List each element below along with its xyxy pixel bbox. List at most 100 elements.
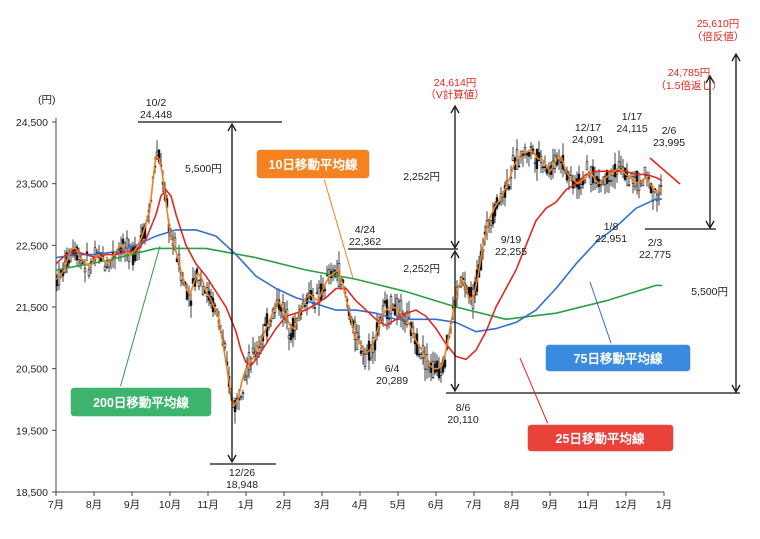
ann-feb6-value: 23,995	[653, 137, 685, 149]
label-ma75: 75日移動平均線	[544, 343, 692, 373]
candle-body	[313, 307, 317, 309]
candle-body	[607, 180, 611, 182]
candle-body	[619, 166, 623, 169]
candle-body	[103, 266, 107, 272]
ann-dec26-date: 12/26	[229, 467, 255, 479]
candle-body	[407, 312, 411, 318]
candle-body	[359, 350, 363, 354]
ann-jan17-value: 24,115	[616, 123, 647, 135]
candle-body	[579, 184, 583, 188]
ann-sep19-value: 22,255	[495, 246, 527, 258]
candle-body	[543, 166, 547, 169]
ann-oct2-value: 24,448	[140, 109, 172, 121]
candle-body	[439, 372, 443, 376]
x-tick-label: 1月	[656, 499, 672, 511]
candle-body	[303, 305, 307, 307]
candle-body	[197, 280, 201, 287]
candle-body	[155, 151, 159, 156]
candle-body	[471, 288, 475, 310]
candle-body	[269, 320, 273, 323]
candle-body	[533, 162, 537, 165]
ann-jan8-date: 1/8	[604, 221, 619, 233]
candle-body	[417, 353, 421, 356]
candle-body	[323, 289, 327, 291]
candle-body	[239, 396, 243, 398]
ann-v-target-note: （V計算値）	[425, 88, 485, 101]
x-tick-label: 9月	[124, 499, 140, 511]
candle-body	[89, 261, 93, 263]
ann-dec26-value: 18,948	[226, 479, 258, 491]
candle-body	[647, 177, 651, 179]
candle-body	[391, 309, 395, 311]
candle-body	[617, 161, 621, 168]
candle-body	[395, 297, 399, 317]
candle-body	[403, 321, 407, 324]
ann-sep19-date: 9/19	[501, 234, 522, 246]
candle-body	[559, 161, 563, 164]
candle-body	[287, 335, 291, 339]
x-tick-label: 12月	[615, 499, 637, 511]
x-tick-label: 11月	[577, 499, 598, 511]
svg-text:75日移動平均線: 75日移動平均線	[574, 351, 663, 366]
label-ma10: 10日移動平均線	[255, 148, 371, 180]
y-tick-label: 24,500	[16, 117, 48, 129]
annotation-lines	[138, 52, 741, 465]
x-tick-label: 8月	[86, 499, 102, 511]
candle-body	[609, 179, 613, 182]
x-tick-label: 6月	[428, 499, 444, 511]
candle-body	[443, 359, 447, 368]
candle-body	[201, 286, 205, 295]
candle-body	[259, 343, 263, 348]
candle-body	[263, 323, 267, 327]
candle-body	[243, 376, 247, 381]
svg-text:10日移動平均線: 10日移動平均線	[269, 157, 358, 172]
candle-body	[361, 350, 365, 354]
candle-body	[105, 265, 109, 268]
y-unit-label: (円)	[38, 94, 56, 106]
candle-body	[241, 392, 245, 394]
candle-body	[389, 296, 393, 315]
ann-dec17-value: 24,091	[572, 134, 604, 146]
y-tick-label: 20,500	[16, 364, 48, 376]
y-tick-label: 21,500	[16, 302, 48, 314]
ann-jan8-value: 22,951	[595, 233, 627, 245]
candle-body	[363, 353, 367, 367]
candle-body	[589, 166, 593, 185]
x-tick-label: 7月	[48, 499, 64, 511]
candle-body	[507, 186, 511, 190]
candle-body	[649, 183, 653, 194]
annotations: 10/2 24,448 5,500円 12/26 18,948 4/24 22,…	[140, 18, 744, 491]
candle-body	[493, 204, 497, 217]
ann-apr24-date: 4/24	[355, 224, 376, 236]
svg-text:25日移動平均線: 25日移動平均線	[556, 431, 645, 446]
ann-v-bottom: 2,252円	[403, 263, 440, 275]
candle-body	[655, 194, 659, 202]
y-tick-label: 22,500	[16, 240, 48, 252]
ma-line-0	[55, 148, 663, 407]
ann-return-note: （1.5倍返し）	[655, 79, 722, 92]
ann-dec17-date: 12/17	[575, 122, 601, 134]
ann-hanpuku-value: 25,610円	[697, 18, 740, 30]
ann-jun4-date: 6/4	[385, 363, 400, 375]
candle-body	[357, 335, 361, 338]
candle-body	[419, 354, 423, 360]
ann-jun4-value: 20,289	[376, 375, 408, 387]
label-ma200: 200日移動平均線	[69, 386, 213, 418]
red-trend-arrow	[649, 157, 681, 185]
candle-body	[383, 300, 387, 304]
candle-body	[251, 347, 255, 353]
x-tick-label: 2月	[276, 499, 292, 511]
ann-aug6-date: 8/6	[456, 402, 471, 414]
candle-body	[585, 161, 589, 171]
candle-body	[615, 170, 619, 175]
ann-feb6-date: 2/6	[662, 125, 677, 137]
candle-body	[85, 251, 89, 255]
candle-body	[489, 220, 493, 226]
candle-body	[95, 251, 99, 254]
ann-v-top: 2,252円	[403, 171, 440, 183]
x-tick-label: 3月	[314, 499, 330, 511]
x-tick-label: 4月	[352, 499, 368, 511]
candle-body	[627, 184, 631, 187]
x-tick-label: 5月	[390, 499, 406, 511]
candle-body	[305, 295, 309, 305]
